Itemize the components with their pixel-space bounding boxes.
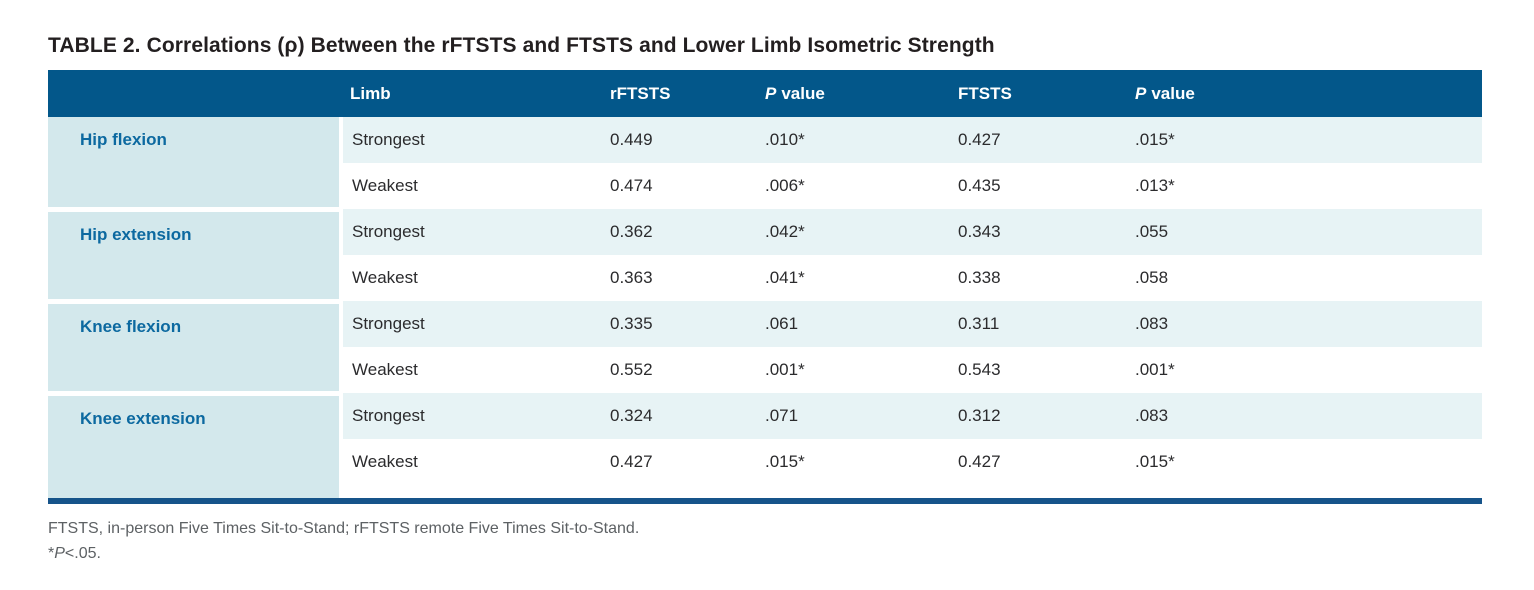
column-header-rftsts: rFTSTS [610, 70, 765, 117]
table-row: Hip extension Strongest 0.362 .042* 0.34… [48, 206, 1482, 301]
cell-limb: Weakest [341, 347, 610, 393]
pvalue-p: P [1135, 83, 1147, 103]
page-title: TABLE 2. Correlations (ρ) Between the rFT… [48, 33, 1482, 59]
cell-ftsts: 0.435 [958, 163, 1135, 209]
cell-rftsts: 0.449 [610, 117, 765, 163]
table-footnotes: FTSTS, in-person Five Times Sit-to-Stand… [48, 516, 1482, 566]
row-group-label: Knee extension [48, 390, 343, 498]
column-header-empty [48, 70, 341, 117]
cell-rftsts: 0.552 [610, 347, 765, 393]
cell-limb: Strongest [341, 209, 610, 255]
cell-pvalue-1: .041* [765, 255, 958, 301]
cell-rftsts: 0.363 [610, 255, 765, 301]
cell-pvalue-2: .001* [1135, 347, 1482, 393]
cell-rftsts: 0.427 [610, 439, 765, 485]
table-figure: TABLE 2. Correlations (ρ) Between the rFT… [48, 0, 1482, 566]
cell-limb: Weakest [341, 255, 610, 301]
cell-pvalue-2: .055 [1135, 209, 1482, 255]
cell-ftsts: 0.543 [958, 347, 1135, 393]
footnote-star: * [48, 545, 55, 562]
cell-rftsts: 0.324 [610, 393, 765, 439]
footnote-significance: *P<.05. [48, 541, 1482, 566]
table-title-text: Correlations (ρ) Between the rFTSTS and … [146, 34, 995, 57]
cell-pvalue-1: .061 [765, 301, 958, 347]
cell-ftsts: 0.427 [958, 117, 1135, 163]
cell-ftsts: 0.427 [958, 439, 1135, 485]
column-header-ftsts: FTSTS [958, 70, 1135, 117]
cell-ftsts: 0.338 [958, 255, 1135, 301]
cell-pvalue-1: .042* [765, 209, 958, 255]
cell-rftsts: 0.474 [610, 163, 765, 209]
table-number-label: TABLE 2. [48, 34, 141, 57]
table-bottom-rule [48, 498, 1482, 504]
cell-limb: Strongest [341, 117, 610, 163]
cell-limb: Weakest [341, 163, 610, 209]
cell-pvalue-1: .010* [765, 117, 958, 163]
cell-pvalue-2: .058 [1135, 255, 1482, 301]
cell-pvalue-2: .083 [1135, 393, 1482, 439]
pvalue-suffix: value [1151, 83, 1195, 103]
footnote-threshold: <.05. [64, 545, 101, 562]
cell-pvalue-2: .015* [1135, 117, 1482, 163]
table-row: Weakest 0.552 .001* 0.543 .001* [48, 347, 1482, 393]
cell-pvalue-2: .013* [1135, 163, 1482, 209]
cell-ftsts: 0.312 [958, 393, 1135, 439]
cell-pvalue-1: .071 [765, 393, 958, 439]
table-row: Hip flexion Strongest 0.449 .010* 0.427 … [48, 117, 1482, 209]
cell-limb: Weakest [341, 439, 610, 485]
row-group-label: Hip flexion [48, 117, 343, 209]
cell-limb: Strongest [341, 393, 610, 439]
cell-pvalue-2: .083 [1135, 301, 1482, 347]
cell-rftsts: 0.335 [610, 301, 765, 347]
table-row: Weakest 0.363 .041* 0.338 .058 [48, 255, 1482, 301]
pvalue-suffix: value [781, 83, 825, 103]
row-group-label: Knee flexion [48, 298, 343, 393]
footnote-p: P [54, 545, 65, 562]
cell-pvalue-2: .015* [1135, 439, 1482, 485]
cell-pvalue-1: .006* [765, 163, 958, 209]
cell-rftsts: 0.362 [610, 209, 765, 255]
pvalue-p: P [765, 83, 777, 103]
cell-ftsts: 0.343 [958, 209, 1135, 255]
table-row: Knee extension Strongest 0.324 .071 0.31… [48, 390, 1482, 498]
spacer-cell [341, 485, 1482, 498]
cell-pvalue-1: .001* [765, 347, 958, 393]
table-row: Knee flexion Strongest 0.335 .061 0.311 … [48, 298, 1482, 393]
table-row: Weakest 0.427 .015* 0.427 .015* [48, 439, 1482, 485]
footnote-abbreviations: FTSTS, in-person Five Times Sit-to-Stand… [48, 520, 640, 537]
cell-ftsts: 0.311 [958, 301, 1135, 347]
column-header-limb: Limb [341, 70, 610, 117]
table-row: Weakest 0.474 .006* 0.435 .013* [48, 163, 1482, 209]
row-group-label: Hip extension [48, 206, 343, 301]
cell-limb: Strongest [341, 301, 610, 347]
cell-pvalue-1: .015* [765, 439, 958, 485]
table-bottom-spacer [48, 485, 1482, 498]
